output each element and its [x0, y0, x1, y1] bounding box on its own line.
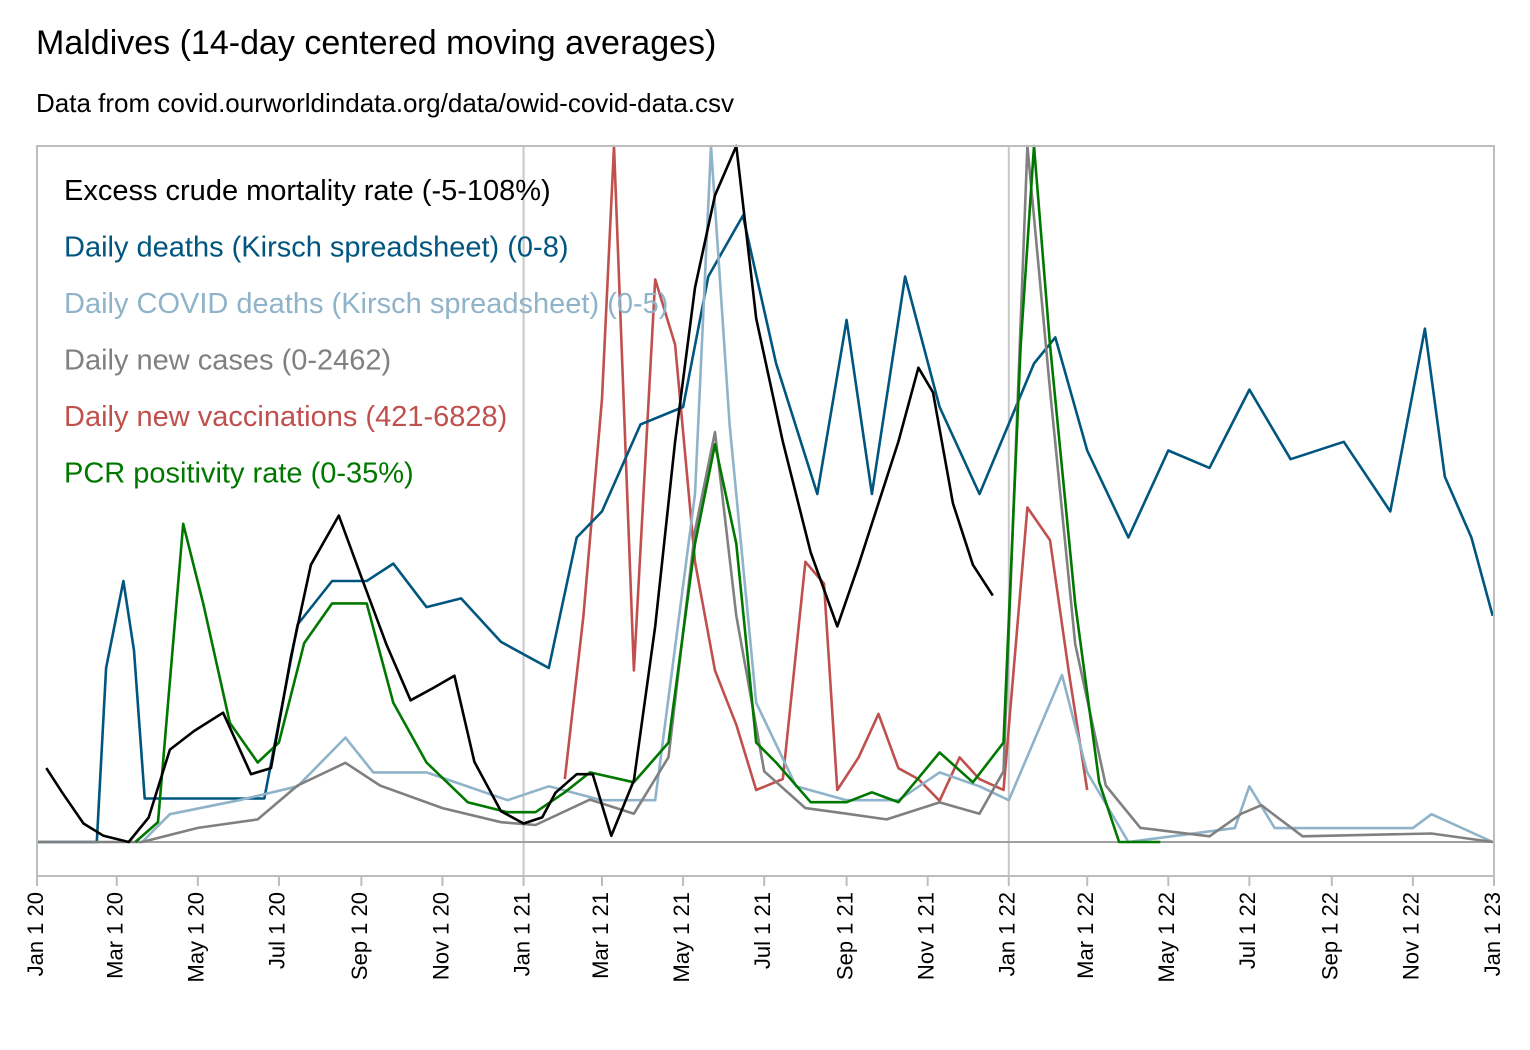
- chart-subtitle: Data from covid.ourworldindata.org/data/…: [36, 88, 735, 118]
- x-tick-label-11: Nov 1 21: [914, 892, 939, 980]
- x-tick-label-12: Jan 1 22: [995, 892, 1020, 976]
- legend: Excess crude mortality rate (-5-108%) Dai…: [64, 175, 668, 490]
- gridlines: [37, 146, 1494, 876]
- series-line-1: [37, 214, 1494, 844]
- x-tick-label-3: Jul 1 20: [265, 892, 290, 969]
- legend-entry-2: Daily COVID deaths (Kirsch spreadsheet) …: [64, 288, 668, 320]
- legend-entry-0: Excess crude mortality rate (-5-108%): [64, 175, 551, 207]
- x-tick-label-8: May 1 21: [669, 892, 694, 983]
- x-tick-label-16: Sep 1 22: [1318, 892, 1343, 980]
- x-tick-label-1: Mar 1 20: [103, 892, 128, 979]
- series-line-5: [134, 144, 1161, 844]
- x-tick-label-2: May 1 20: [184, 892, 209, 983]
- legend-entry-1: Daily deaths (Kirsch spreadsheet) (0-8): [64, 232, 568, 264]
- legend-entry-5: PCR positivity rate (0-35%): [64, 458, 414, 490]
- legend-entry-4: Daily new vaccinations (421-6828): [64, 401, 507, 433]
- series-lines: [37, 144, 1494, 844]
- x-tick-label-15: Jul 1 22: [1235, 892, 1260, 969]
- chart-title: Maldives (14-day centered moving average…: [36, 24, 717, 62]
- x-tick-label-6: Jan 1 21: [509, 892, 534, 976]
- x-tick-label-17: Nov 1 22: [1399, 892, 1424, 980]
- x-tick-label-13: Mar 1 22: [1073, 892, 1098, 979]
- x-tick-label-18: Jan 1 23: [1480, 892, 1505, 976]
- series-line-2: [141, 144, 1494, 844]
- x-tick-label-9: Jul 1 21: [750, 892, 775, 969]
- x-tick-label-7: Mar 1 21: [588, 892, 613, 979]
- x-tick-label-5: Nov 1 20: [428, 892, 453, 980]
- plot-frame: [36, 145, 1495, 877]
- x-tick-label-10: Sep 1 21: [832, 892, 857, 980]
- series-line-3: [37, 144, 1493, 844]
- x-axis: Jan 1 20 Mar 1 20 May 1 20 Jul 1 20 Sep 1 20…: [23, 876, 1505, 983]
- legend-entry-3: Daily new cases (0-2462): [64, 345, 391, 377]
- x-tick-label-14: May 1 22: [1154, 892, 1179, 983]
- x-tick-label-0: Jan 1 20: [23, 892, 48, 976]
- x-tick-label-4: Sep 1 20: [347, 892, 372, 980]
- series-line-0: [45, 144, 994, 844]
